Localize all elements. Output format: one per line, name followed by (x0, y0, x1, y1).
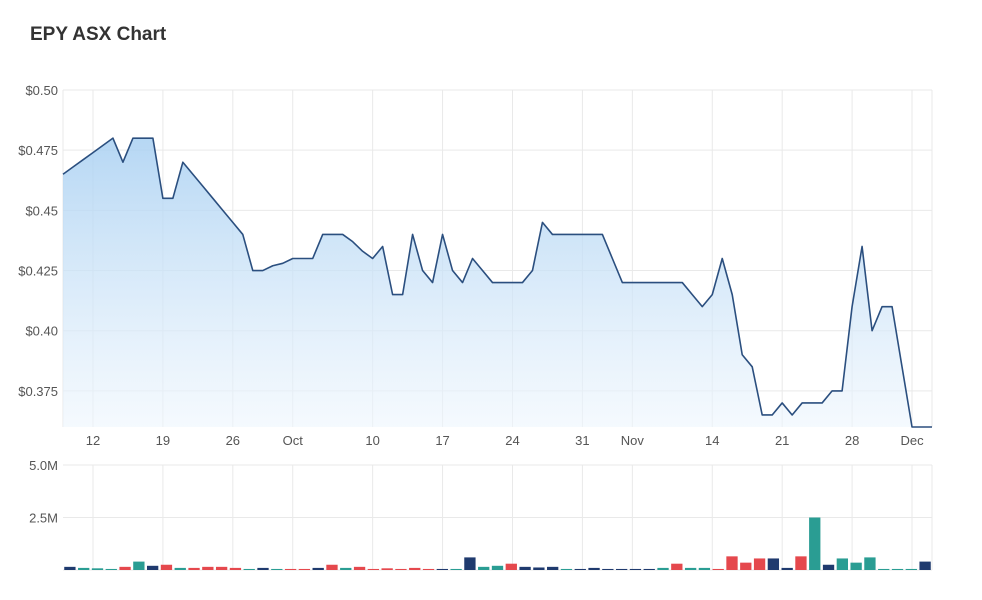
volume-y-tick-label: 5.0M (29, 458, 58, 473)
volume-bar (436, 568, 448, 570)
volume-bar (202, 566, 214, 570)
volume-bar (312, 567, 324, 570)
volume-bars (64, 517, 931, 570)
volume-bar (326, 564, 338, 570)
volume-bar (395, 568, 407, 570)
volume-bar (602, 568, 614, 570)
volume-bar (643, 568, 655, 570)
volume-bar (891, 568, 904, 570)
volume-bar (160, 564, 173, 570)
x-tick-label: 26 (226, 433, 240, 448)
volume-bar (215, 566, 228, 570)
volume-bar (464, 557, 476, 570)
volume-y-tick-label: 2.5M (29, 511, 58, 526)
volume-bar (78, 567, 90, 570)
volume-bar (340, 567, 352, 570)
x-tick-label: Oct (283, 433, 304, 448)
volume-bar (519, 566, 531, 570)
x-tick-label: 24 (505, 433, 519, 448)
price-y-axis: $0.50 $0.475 $0.45 $0.425 $0.40 $0.375 (18, 83, 58, 399)
volume-bar (781, 567, 793, 570)
volume-bar (850, 562, 862, 570)
volume-bar (353, 566, 366, 570)
volume-bar (491, 565, 504, 570)
volume-bar (505, 563, 517, 570)
volume-bar (753, 558, 766, 570)
x-tick-label: 12 (86, 433, 100, 448)
volume-bar (560, 568, 573, 570)
volume-bar (684, 567, 697, 570)
volume-bar (629, 568, 642, 570)
volume-bar (271, 568, 283, 570)
volume-bar (367, 568, 380, 570)
x-tick-label: 17 (435, 433, 449, 448)
x-tick-label: 10 (365, 433, 379, 448)
volume-bar (284, 568, 297, 570)
volume-bar (712, 568, 724, 570)
volume-bar (726, 556, 738, 570)
volume-bar (243, 568, 255, 570)
price-y-tick-label: $0.475 (18, 143, 58, 158)
price-line (62, 137, 932, 428)
volume-bar (119, 566, 131, 570)
price-y-tick-label: $0.50 (25, 83, 58, 98)
volume-bar (822, 564, 835, 570)
price-y-tick-label: $0.40 (25, 324, 58, 339)
volume-bar (478, 566, 490, 570)
volume-bar (147, 565, 159, 570)
volume-bar (64, 566, 76, 570)
price-y-tick-label: $0.425 (18, 264, 58, 279)
volume-bar (905, 568, 917, 570)
price-y-tick-label: $0.375 (18, 384, 58, 399)
chart-title: EPY ASX Chart (30, 24, 167, 45)
x-tick-label: 28 (845, 433, 859, 448)
x-tick-label: 31 (575, 433, 589, 448)
volume-bar (836, 558, 848, 570)
x-tick-label: 21 (775, 433, 789, 448)
volume-bar (740, 562, 752, 570)
volume-bar (795, 556, 807, 570)
volume-bar (174, 567, 186, 570)
volume-bar (298, 568, 311, 570)
volume-bar (105, 568, 117, 570)
x-tick-label: Dec (900, 433, 924, 448)
x-tick-label: Nov (621, 433, 645, 448)
volume-bar (547, 566, 559, 570)
volume-bar (588, 567, 600, 570)
volume-bar (422, 568, 435, 570)
x-tick-label: 14 (705, 433, 719, 448)
volume-bar (919, 561, 931, 570)
volume-bar (878, 568, 890, 570)
volume-bar (533, 567, 545, 570)
volume-bar (188, 567, 200, 570)
volume-bar (229, 567, 242, 570)
volume-bar (698, 567, 711, 570)
volume-bar (257, 567, 269, 570)
price-area-group (62, 137, 932, 428)
date-x-axis: 12 19 26 Oct 10 17 24 31 Nov 14 21 28 Dec (86, 433, 924, 448)
volume-bar (767, 558, 780, 570)
volume-bar (615, 568, 628, 570)
price-y-tick-label: $0.45 (25, 203, 58, 218)
volume-bar (133, 561, 145, 570)
volume-bar (864, 557, 876, 570)
volume-bar (91, 568, 104, 570)
volume-grid (63, 464, 933, 571)
volume-bar (657, 567, 669, 570)
volume-bar (381, 568, 393, 570)
volume-y-axis: 5.0M 2.5M (29, 458, 58, 526)
x-tick-label: 19 (156, 433, 170, 448)
volume-bar (450, 568, 462, 570)
volume-bar (671, 563, 683, 570)
volume-bar (574, 568, 586, 570)
volume-bar (809, 517, 821, 570)
volume-bar (409, 567, 421, 570)
